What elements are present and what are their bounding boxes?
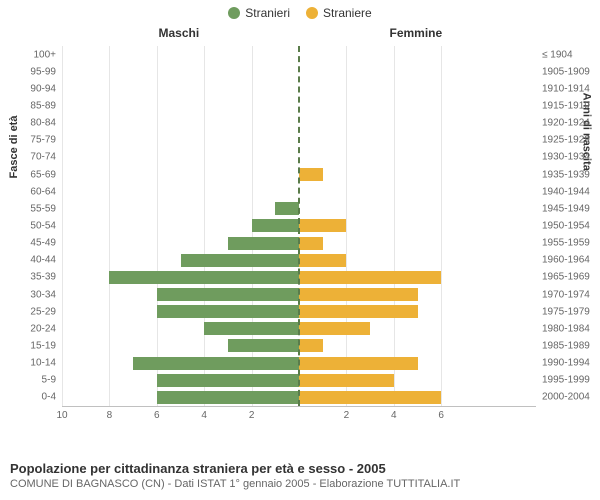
legend-label: Straniere (323, 6, 372, 20)
bar-female (299, 288, 418, 301)
birth-year-label: 1920-1924 (536, 118, 598, 129)
birth-year-label: 1980-1984 (536, 323, 598, 334)
bar-male (157, 391, 299, 404)
bar-male (228, 237, 299, 250)
birth-year-label: ≤ 1904 (536, 49, 598, 60)
legend: Stranieri Straniere (0, 0, 600, 24)
bar-male (133, 357, 299, 370)
legend-swatch (306, 7, 318, 19)
bar-male (252, 219, 299, 232)
x-tick-label: 2 (344, 410, 350, 421)
plot-area: 100+≤ 190495-991905-190990-941910-191485… (62, 46, 536, 424)
birth-year-label: 1970-1974 (536, 289, 598, 300)
bar-female (299, 219, 346, 232)
age-label: 40-44 (2, 255, 62, 266)
x-tick-label: 6 (438, 410, 444, 421)
legend-item: Straniere (306, 6, 372, 20)
age-label: 35-39 (2, 272, 62, 283)
bar-male (204, 322, 299, 335)
legend-item: Stranieri (228, 6, 290, 20)
age-label: 25-29 (2, 306, 62, 317)
birth-year-label: 1935-1939 (536, 169, 598, 180)
legend-label: Stranieri (245, 6, 290, 20)
birth-year-label: 1930-1934 (536, 152, 598, 163)
x-tick-label: 6 (154, 410, 160, 421)
bar-male (109, 271, 299, 284)
age-label: 100+ (2, 49, 62, 60)
chart-container: StranieriStraniere Maschi Femmine Fasce … (0, 0, 600, 500)
header-femmine: Femmine (390, 26, 443, 40)
header-maschi: Maschi (159, 26, 200, 40)
birth-year-label: 1905-1909 (536, 66, 598, 77)
birth-year-label: 1960-1964 (536, 255, 598, 266)
x-tick-label: 4 (201, 410, 207, 421)
caption: Popolazione per cittadinanza straniera p… (10, 461, 460, 490)
age-label: 30-34 (2, 289, 62, 300)
age-label: 5-9 (2, 375, 62, 386)
age-label: 85-89 (2, 100, 62, 111)
bar-female (299, 357, 418, 370)
x-tick-label: 10 (56, 410, 67, 421)
bar-male (157, 374, 299, 387)
birth-year-label: 1950-1954 (536, 220, 598, 231)
bar-female (299, 254, 346, 267)
age-label: 15-19 (2, 340, 62, 351)
bar-female (299, 339, 323, 352)
age-label: 70-74 (2, 152, 62, 163)
x-tick-label: 8 (107, 410, 113, 421)
age-label: 20-24 (2, 323, 62, 334)
legend-swatch (228, 7, 240, 19)
bar-female (299, 322, 370, 335)
birth-year-label: 2000-2004 (536, 392, 598, 403)
birth-year-label: 1945-1949 (536, 203, 598, 214)
age-label: 90-94 (2, 83, 62, 94)
bar-female (299, 271, 441, 284)
age-label: 60-64 (2, 186, 62, 197)
birth-year-label: 1985-1989 (536, 340, 598, 351)
bar-female (299, 374, 394, 387)
bar-male (181, 254, 300, 267)
bar-male (157, 288, 299, 301)
age-label: 95-99 (2, 66, 62, 77)
birth-year-label: 1940-1944 (536, 186, 598, 197)
birth-year-label: 1915-1919 (536, 100, 598, 111)
age-label: 75-79 (2, 135, 62, 146)
age-label: 65-69 (2, 169, 62, 180)
birth-year-label: 1965-1969 (536, 272, 598, 283)
bar-female (299, 305, 418, 318)
center-divider (298, 46, 300, 406)
bar-female (299, 168, 323, 181)
x-tick-label: 4 (391, 410, 397, 421)
bar-female (299, 391, 441, 404)
birth-year-label: 1995-1999 (536, 375, 598, 386)
birth-year-label: 1990-1994 (536, 358, 598, 369)
bar-male (157, 305, 299, 318)
birth-year-label: 1925-1929 (536, 135, 598, 146)
x-axis: 108642246 (62, 406, 536, 424)
bar-female (299, 237, 323, 250)
age-label: 80-84 (2, 118, 62, 129)
age-label: 55-59 (2, 203, 62, 214)
bar-male (275, 202, 299, 215)
birth-year-label: 1910-1914 (536, 83, 598, 94)
column-headers: Maschi Femmine (0, 24, 600, 46)
birth-year-label: 1955-1959 (536, 238, 598, 249)
age-label: 0-4 (2, 392, 62, 403)
bar-male (228, 339, 299, 352)
age-label: 10-14 (2, 358, 62, 369)
age-label: 50-54 (2, 220, 62, 231)
caption-title: Popolazione per cittadinanza straniera p… (10, 461, 460, 476)
age-label: 45-49 (2, 238, 62, 249)
x-tick-label: 2 (249, 410, 255, 421)
caption-subtitle: COMUNE DI BAGNASCO (CN) - Dati ISTAT 1° … (10, 478, 460, 490)
birth-year-label: 1975-1979 (536, 306, 598, 317)
